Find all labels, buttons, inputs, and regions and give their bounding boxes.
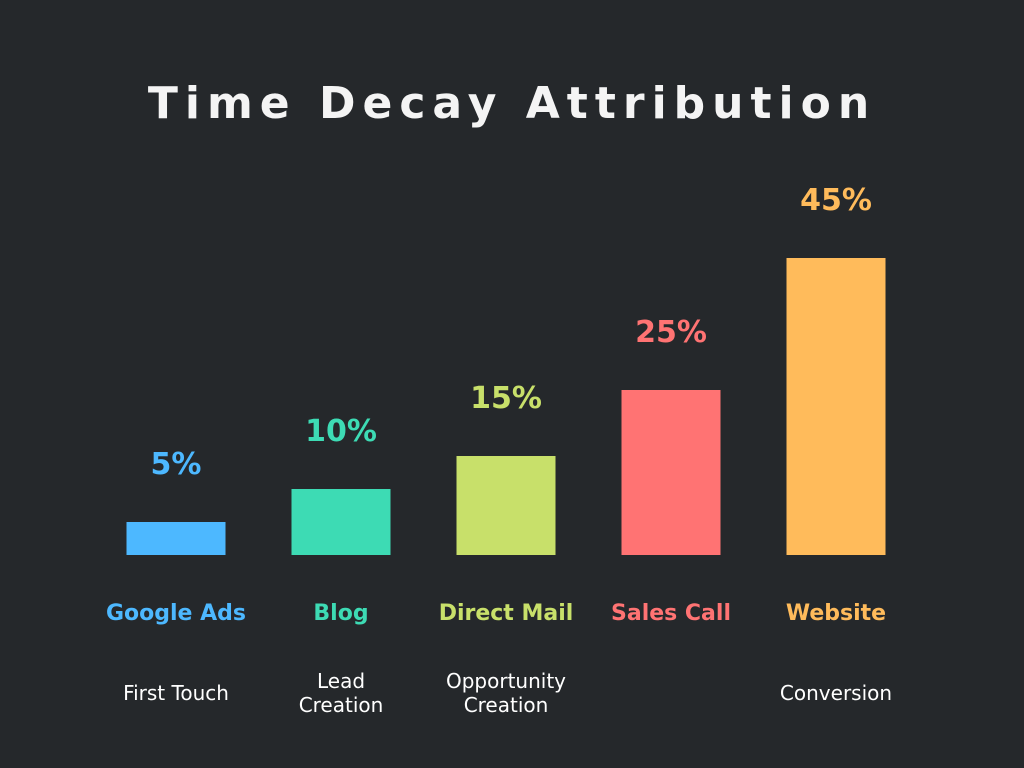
stage-label-blog: Lead <box>317 669 365 693</box>
stage-label-blog: Creation <box>299 693 384 717</box>
category-label-website: Website <box>786 601 886 626</box>
stage-label-direct-mail: Creation <box>464 693 549 717</box>
bar-website <box>786 258 886 555</box>
bar-blog <box>291 489 391 555</box>
value-label-direct-mail: 15% <box>470 381 542 416</box>
category-label-sales-call: Sales Call <box>611 601 731 626</box>
stage-label-direct-mail: Opportunity <box>446 669 566 693</box>
value-label-blog: 10% <box>305 414 377 449</box>
value-label-google-ads: 5% <box>151 447 202 482</box>
value-label-website: 45% <box>800 183 872 218</box>
value-label-sales-call: 25% <box>635 315 707 350</box>
bar-direct-mail <box>456 456 556 555</box>
bar-google-ads <box>126 522 226 555</box>
stage-label-website: Conversion <box>780 681 892 705</box>
stage-label-google-ads: First Touch <box>123 681 229 705</box>
chart-title: Time Decay Attribution <box>147 78 877 129</box>
category-label-google-ads: Google Ads <box>106 601 246 626</box>
category-label-direct-mail: Direct Mail <box>439 601 574 626</box>
category-label-blog: Blog <box>313 601 368 626</box>
bar-sales-call <box>621 390 721 555</box>
